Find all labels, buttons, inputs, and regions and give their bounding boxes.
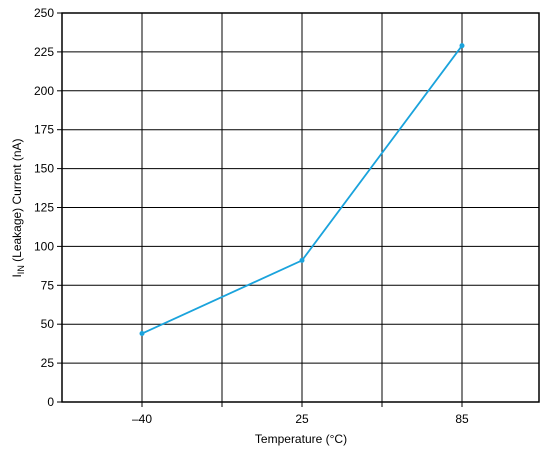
data-point — [459, 43, 465, 49]
y-axis-title: IIN (Leakage) Current (nA) — [10, 138, 26, 277]
y-axis-title-subscript: IN — [16, 265, 26, 274]
y-tick-label: 225 — [34, 45, 54, 59]
x-tick-label: 25 — [295, 412, 309, 426]
data-point — [299, 257, 305, 263]
y-tick-label: 150 — [34, 162, 54, 176]
y-axis-ticks: 0 25 50 75 100 125 150 175 200 225 250 — [34, 6, 62, 409]
y-tick-label: 200 — [34, 84, 54, 98]
y-tick-label: 50 — [41, 317, 55, 331]
y-tick-label: 75 — [41, 278, 55, 292]
y-tick-label: 250 — [34, 6, 54, 20]
y-tick-label: 125 — [34, 201, 54, 215]
series-group — [139, 43, 465, 337]
x-tick-label: –40 — [132, 412, 152, 426]
y-tick-label: 0 — [47, 395, 54, 409]
x-axis-title: Temperature (°C) — [255, 432, 347, 446]
y-tick-label: 175 — [34, 123, 54, 137]
y-tick-label: 100 — [34, 239, 54, 253]
y-axis-title-suffix: (Leakage) Current (nA) — [10, 138, 24, 265]
data-point — [139, 331, 145, 337]
x-tick-label: 85 — [455, 412, 469, 426]
x-axis-ticks: –40 25 85 — [132, 402, 469, 426]
y-tick-label: 25 — [41, 356, 55, 370]
y-axis-title-prefix: I — [10, 274, 24, 277]
